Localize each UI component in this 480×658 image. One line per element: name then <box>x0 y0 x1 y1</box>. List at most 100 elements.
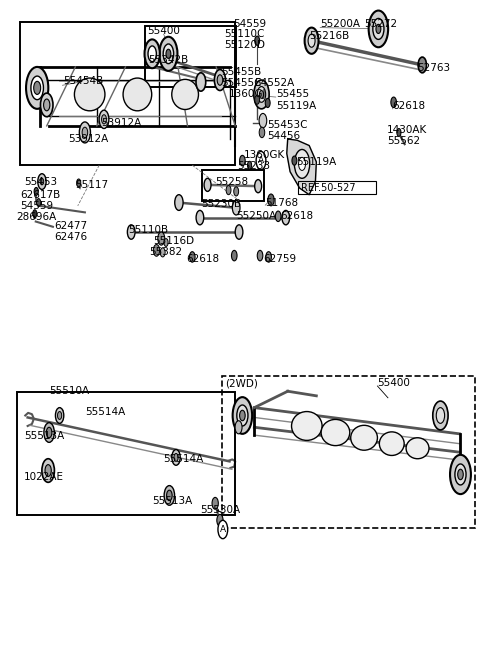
Ellipse shape <box>77 179 81 187</box>
Ellipse shape <box>232 201 240 215</box>
Text: 1430AK: 1430AK <box>387 125 427 135</box>
Ellipse shape <box>196 211 204 225</box>
Text: 54559: 54559 <box>21 201 54 211</box>
Ellipse shape <box>237 405 248 426</box>
Text: (2WD): (2WD) <box>225 378 258 388</box>
Text: 55530A: 55530A <box>200 505 240 515</box>
Ellipse shape <box>38 174 46 190</box>
Ellipse shape <box>164 486 175 505</box>
Ellipse shape <box>455 464 466 485</box>
Ellipse shape <box>259 127 265 138</box>
Ellipse shape <box>127 225 135 240</box>
Text: 55250A: 55250A <box>236 211 276 221</box>
Ellipse shape <box>299 157 306 170</box>
Ellipse shape <box>163 44 174 64</box>
Text: 55400: 55400 <box>377 378 410 388</box>
Ellipse shape <box>172 80 199 109</box>
Ellipse shape <box>36 199 41 207</box>
Text: 55233: 55233 <box>238 161 271 171</box>
Ellipse shape <box>276 211 281 222</box>
Ellipse shape <box>40 178 44 185</box>
Ellipse shape <box>204 178 211 191</box>
Ellipse shape <box>74 78 105 111</box>
Text: 55513A: 55513A <box>152 496 192 506</box>
Text: 55514A: 55514A <box>164 455 204 465</box>
Ellipse shape <box>259 113 267 128</box>
Text: 55454B: 55454B <box>63 76 104 86</box>
Ellipse shape <box>255 180 262 193</box>
Ellipse shape <box>379 432 404 455</box>
Text: 55382: 55382 <box>149 247 182 257</box>
Ellipse shape <box>217 75 223 86</box>
Ellipse shape <box>215 70 226 91</box>
Ellipse shape <box>153 245 160 256</box>
Text: 55200A: 55200A <box>320 18 360 29</box>
Text: 62618: 62618 <box>393 101 426 111</box>
Ellipse shape <box>418 57 426 73</box>
Ellipse shape <box>58 411 62 419</box>
Text: 54552A: 54552A <box>254 78 295 88</box>
Ellipse shape <box>234 187 239 196</box>
Ellipse shape <box>34 188 38 195</box>
Ellipse shape <box>351 425 377 450</box>
Ellipse shape <box>172 449 180 465</box>
Ellipse shape <box>47 427 52 438</box>
Ellipse shape <box>436 407 444 423</box>
Bar <box>144 26 236 88</box>
Ellipse shape <box>292 156 297 165</box>
Text: 55119A: 55119A <box>296 157 336 167</box>
Ellipse shape <box>259 91 264 98</box>
Text: 62759: 62759 <box>263 254 296 264</box>
Ellipse shape <box>218 520 228 539</box>
Ellipse shape <box>164 239 168 247</box>
Ellipse shape <box>268 194 274 206</box>
Text: 55110C: 55110C <box>225 29 265 39</box>
Text: 28696A: 28696A <box>17 212 57 222</box>
Polygon shape <box>287 139 316 195</box>
Ellipse shape <box>99 110 109 128</box>
Ellipse shape <box>291 411 322 440</box>
Ellipse shape <box>217 515 223 526</box>
Text: 54559: 54559 <box>233 18 266 29</box>
Ellipse shape <box>174 453 178 461</box>
Ellipse shape <box>231 251 237 261</box>
Text: 54456: 54456 <box>268 131 301 141</box>
Ellipse shape <box>212 497 218 509</box>
Text: A: A <box>220 525 226 534</box>
Ellipse shape <box>308 34 315 47</box>
Ellipse shape <box>433 401 448 430</box>
Text: 55562: 55562 <box>387 136 420 146</box>
Ellipse shape <box>226 186 231 195</box>
Ellipse shape <box>266 251 271 262</box>
Ellipse shape <box>42 459 54 482</box>
Ellipse shape <box>45 465 51 476</box>
Text: 55510A: 55510A <box>49 386 89 395</box>
Text: 55116D: 55116D <box>153 236 194 246</box>
Ellipse shape <box>102 114 107 124</box>
Text: 62618: 62618 <box>280 211 313 221</box>
Ellipse shape <box>31 76 44 99</box>
Ellipse shape <box>196 73 206 91</box>
Ellipse shape <box>235 420 242 434</box>
Ellipse shape <box>254 80 269 109</box>
Text: 62477: 62477 <box>54 221 87 231</box>
Text: A: A <box>258 156 264 165</box>
Ellipse shape <box>123 78 152 111</box>
Ellipse shape <box>255 95 260 104</box>
Ellipse shape <box>294 149 310 178</box>
Text: 55455C: 55455C <box>221 78 262 88</box>
Text: 55455B: 55455B <box>221 67 261 77</box>
Ellipse shape <box>248 161 252 169</box>
Text: 62476: 62476 <box>54 232 87 241</box>
Text: 55119A: 55119A <box>276 101 316 111</box>
Bar <box>17 392 235 515</box>
Text: 55272: 55272 <box>364 18 397 29</box>
Ellipse shape <box>458 469 463 480</box>
Ellipse shape <box>144 39 160 68</box>
Ellipse shape <box>190 251 195 262</box>
Text: 51768: 51768 <box>265 197 299 207</box>
Text: 55514A: 55514A <box>85 407 125 417</box>
Ellipse shape <box>79 122 90 143</box>
Text: 1360GK: 1360GK <box>244 150 285 160</box>
Ellipse shape <box>391 97 396 107</box>
